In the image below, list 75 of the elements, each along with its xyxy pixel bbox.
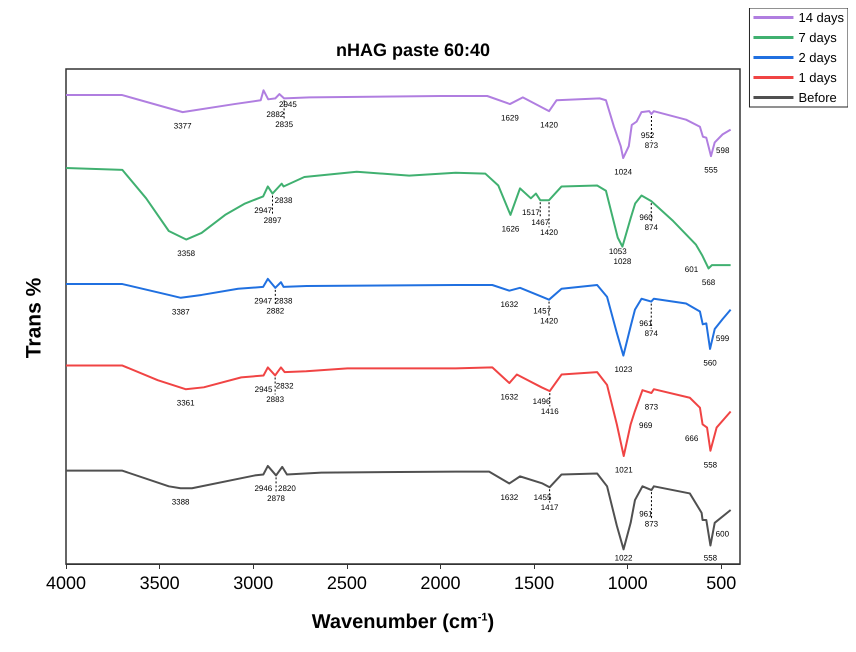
annotation: 960 [639, 213, 654, 222]
annotation: 1021 [614, 466, 634, 474]
x-tick-label: 3500 [140, 573, 180, 593]
annotation: 598 [716, 146, 730, 156]
annotation: 1417 [540, 502, 560, 512]
annotation: 874 [644, 223, 658, 232]
x-tick-label: 3000 [233, 573, 274, 593]
annotation: 873 [644, 520, 659, 529]
legend-label: 7 days [798, 30, 838, 45]
annotation: 874 [644, 329, 658, 338]
annotation: 2882 [266, 306, 285, 316]
annotation: 3388 [172, 498, 190, 507]
annotation: 2883 [266, 394, 285, 404]
annotation: 1053 [608, 247, 628, 256]
annotation: 2882 [266, 110, 285, 119]
legend-label: 2 days [798, 50, 838, 65]
annotation: 2838 [274, 296, 293, 306]
annotation: 3358 [177, 249, 196, 258]
annotation: 2838 [274, 196, 293, 205]
annotation: 1420 [540, 228, 558, 237]
annotation: 3377 [174, 122, 192, 131]
annotation: 1455 [534, 492, 552, 502]
legend-label: 14 days [798, 10, 844, 25]
annotation: 2878 [267, 494, 286, 503]
annotation: 2945 [279, 100, 298, 109]
annotation: 555 [704, 166, 718, 175]
annotation: 873 [644, 402, 659, 412]
annotation: 2897 [264, 216, 282, 225]
annotation: 873 [644, 141, 659, 150]
annotation: 1496 [532, 396, 551, 406]
annotation: 1028 [614, 257, 632, 266]
annotation: 1626 [502, 224, 520, 234]
annotation: 1420 [540, 316, 558, 326]
annotation: 961 [639, 319, 654, 328]
annotation: 3361 [176, 398, 196, 408]
legend-label: 1 days [798, 70, 838, 85]
annotation: 2832 [276, 382, 294, 391]
x-tick-label: 500 [706, 573, 736, 593]
annotation: 666 [684, 434, 699, 443]
annotation: 1420 [540, 120, 558, 130]
x-tick-label: 1000 [608, 573, 648, 593]
y-axis-title: Trans % [22, 277, 46, 358]
annotation: 1632 [500, 392, 519, 402]
annotation: 600 [716, 529, 730, 538]
annotation: 1457 [533, 306, 552, 316]
annotation: 2947 [254, 296, 273, 306]
annotation: 601 [684, 265, 699, 274]
annotation: 1024 [614, 168, 633, 177]
x-tick-label: 4000 [46, 573, 86, 593]
annotation: 961 [639, 510, 654, 519]
x-tick-label: 2500 [326, 573, 367, 593]
annotation: 558 [704, 554, 718, 562]
annotation: 1632 [500, 492, 519, 502]
x-tick-label: 2000 [420, 573, 460, 593]
x-tick-label: 1500 [514, 573, 554, 593]
annotation: 2947 [254, 206, 273, 215]
annotation: 1517 [522, 208, 540, 217]
annotation: 2820 [278, 484, 296, 493]
annotation: 599 [716, 334, 730, 343]
annotation: 568 [702, 278, 716, 287]
legend-label: Before [798, 90, 837, 105]
annotation: 1022 [614, 554, 633, 562]
annotation: 558 [704, 460, 718, 470]
annotation: 1416 [540, 406, 560, 416]
annotation: 2946 [254, 484, 273, 493]
annotation: 1629 [501, 114, 520, 123]
annotation: 1467 [531, 218, 550, 227]
annotation: 560 [703, 358, 718, 368]
annotation: 3387 [172, 307, 190, 316]
annotation: 2835 [275, 120, 294, 129]
annotation: 2945 [254, 384, 273, 394]
annotation: 1632 [500, 300, 519, 310]
annotation: 1023 [614, 365, 633, 374]
chart-title: nHAG paste 60:40 [336, 40, 490, 60]
annotation: 969 [639, 420, 653, 430]
